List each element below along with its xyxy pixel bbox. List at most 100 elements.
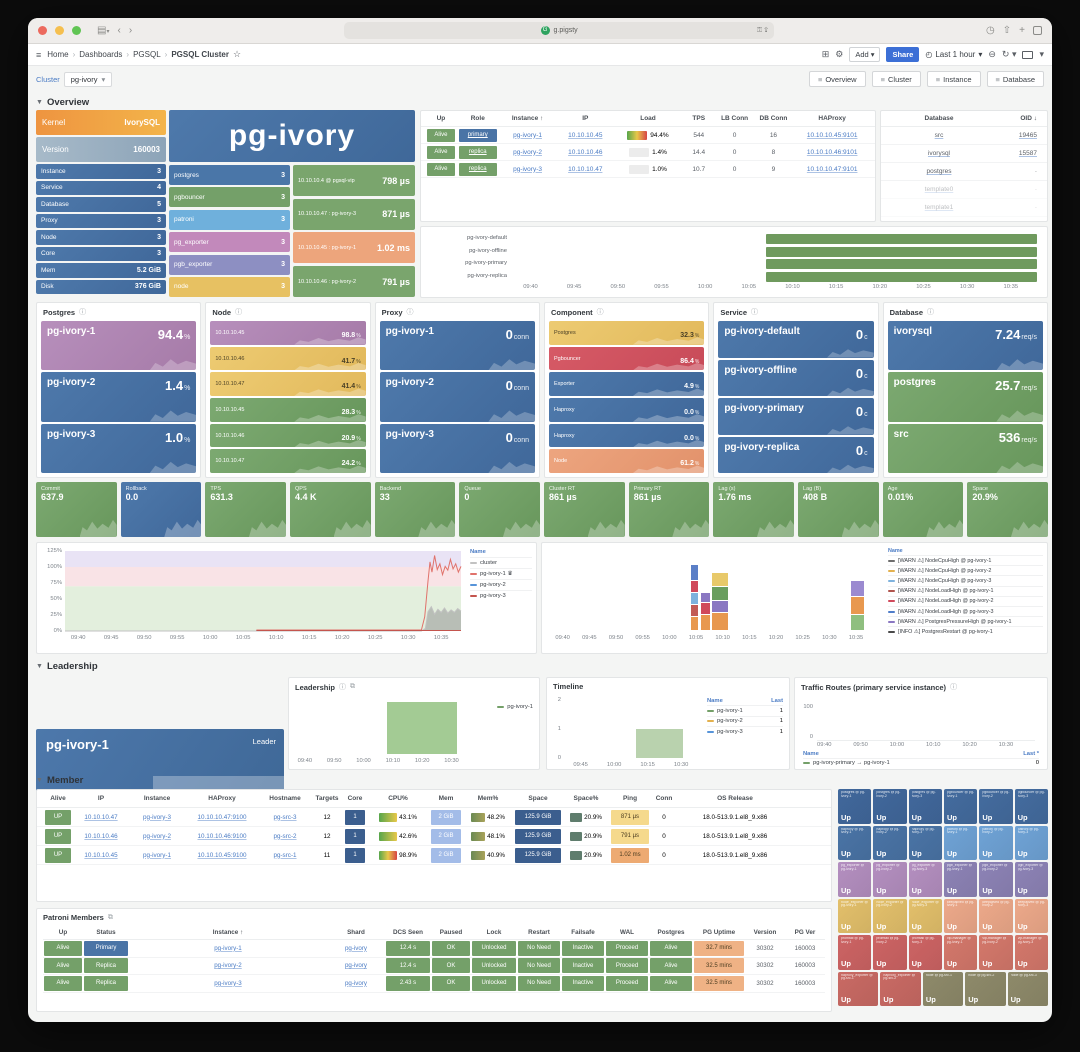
zoom-window-button[interactable] bbox=[72, 26, 81, 35]
legend-header[interactable]: Name bbox=[888, 548, 903, 554]
stat-tile-clusterrt[interactable]: Cluster RT 861 µs bbox=[544, 482, 625, 537]
haproxy-link[interactable]: 10.10.10.45:9100 bbox=[197, 851, 247, 859]
legend-item[interactable]: pg-ivory-1 ♛ bbox=[470, 568, 532, 579]
breadcrumb-home[interactable]: Home bbox=[47, 50, 69, 59]
stat-tile-commit[interactable]: Commit 637.9 bbox=[36, 482, 117, 537]
table-row[interactable]: Alive primary pg-ivory-1 10.10.10.45 94.4% 54… bbox=[421, 127, 875, 144]
column-header[interactable]: Mem bbox=[438, 795, 454, 802]
legend-item[interactable]: [INFO ⚠] PostgresRestart @ pg-ivory-1 bbox=[888, 626, 1043, 636]
cluster-name-tile[interactable]: pg-ivory bbox=[169, 110, 415, 162]
column-header[interactable]: Ping bbox=[622, 795, 638, 802]
column-header[interactable]: Paused bbox=[439, 929, 463, 936]
legend-item[interactable]: pg-ivory-2 1 bbox=[707, 715, 783, 727]
external-link-icon[interactable]: ⧉ bbox=[350, 683, 356, 690]
alert-bar-segment[interactable] bbox=[712, 613, 728, 630]
alert-bar-segment[interactable] bbox=[690, 565, 698, 580]
up-tile[interactable]: postgres @ pg-ivory-2 Up bbox=[873, 789, 906, 824]
metric-tile-10101046[interactable]: 10.10.10.46 20.9% bbox=[210, 423, 366, 448]
up-tile[interactable]: keepalived @ pg-ivory-3 Up bbox=[1015, 899, 1048, 934]
legend-item[interactable]: cluster bbox=[470, 557, 532, 568]
up-tile[interactable]: node @ pg-src-1 Up bbox=[923, 972, 963, 1007]
patroni-cell[interactable]: pg-ivory-3 bbox=[214, 979, 242, 987]
metric-tile-10101047[interactable]: 10.10.10.47 24.2% bbox=[210, 449, 366, 474]
up-tile[interactable]: patroni @ pg-ivory-2 Up bbox=[979, 826, 1012, 861]
column-header[interactable]: WAL bbox=[620, 929, 634, 936]
tab-overview-icon[interactable] bbox=[1033, 26, 1042, 35]
stat-tile-lagb[interactable]: Lag (B) 408 B bbox=[798, 482, 879, 537]
alert-bar-segment[interactable] bbox=[712, 587, 728, 600]
up-tile[interactable]: node_exporter @ pg-ivory-2 Up bbox=[873, 899, 906, 934]
component-count-postgres[interactable]: postgres 3 bbox=[169, 165, 290, 185]
up-tile[interactable]: pgbouncer @ pg-ivory-3 Up bbox=[1015, 789, 1048, 824]
downloads-icon[interactable]: ◷ bbox=[986, 24, 995, 36]
column-header[interactable]: OS Release bbox=[717, 795, 753, 802]
legend-item[interactable]: [WARN ⚠] PostgresPressureHigh @ pg-ivory… bbox=[888, 616, 1043, 626]
up-tile[interactable]: pgb_exporter @ pg-ivory-1 Up bbox=[944, 862, 977, 897]
component-count-pgbouncer[interactable]: pgbouncer 3 bbox=[169, 187, 290, 208]
table-row[interactable]: Alive Primary pg-ivory-1 pg-ivory 12.4 s OK Un… bbox=[43, 940, 825, 958]
ip-link[interactable]: 10.10.10.47 bbox=[568, 165, 603, 173]
tv-mode-icon[interactable] bbox=[1022, 50, 1034, 59]
metric-tile-10101045[interactable]: 10.10.10.45 98.8% bbox=[210, 321, 366, 345]
overview-stat-service[interactable]: Service 4 bbox=[36, 180, 166, 195]
up-tile[interactable]: pgb_exporter @ pg-ivory-2 Up bbox=[979, 862, 1012, 897]
overview-stat-core[interactable]: Core 3 bbox=[36, 246, 166, 261]
table-row[interactable]: postgres · bbox=[881, 163, 1047, 181]
metric-tile-pg-ivory-primary[interactable]: pg-ivory-primary 0c bbox=[718, 398, 874, 435]
share-icon[interactable]: ⇧ bbox=[1002, 24, 1012, 36]
database-link[interactable]: src bbox=[934, 132, 944, 139]
table-row[interactable]: template0 · bbox=[881, 181, 1047, 199]
patroni-cell[interactable]: pg-ivory bbox=[344, 944, 367, 952]
settings-gear-icon[interactable]: ⚙ bbox=[835, 49, 844, 59]
alert-bar-segment[interactable] bbox=[850, 597, 864, 614]
overview-stat-instance[interactable]: Instance 3 bbox=[36, 164, 166, 179]
column-header[interactable]: Version bbox=[753, 929, 777, 936]
column-header[interactable]: PG Uptime bbox=[702, 929, 736, 936]
kernel-stat[interactable]: Kernel IvorySQL bbox=[36, 110, 166, 135]
up-tile[interactable]: patroni @ pg-ivory-1 Up bbox=[944, 826, 977, 861]
metric-tile-Haproxy[interactable]: Haproxy 0.0% bbox=[548, 398, 705, 422]
metric-tile-Haproxy[interactable]: Haproxy 0.0% bbox=[548, 423, 705, 448]
state-bar[interactable] bbox=[766, 271, 1037, 282]
minimize-window-button[interactable] bbox=[55, 26, 64, 35]
up-tile[interactable]: pg_exporter @ pg-ivory-1 Up bbox=[838, 862, 871, 897]
breadcrumb-dashboards[interactable]: Dashboards bbox=[79, 50, 123, 59]
overview-stat-database[interactable]: Database 5 bbox=[36, 197, 166, 212]
metric-tile-10101047[interactable]: 10.10.10.47 41.4% bbox=[210, 372, 366, 397]
column-header[interactable]: Core bbox=[347, 795, 363, 802]
ping-tile[interactable]: 10.10.10.47 : pg-ivory-3 871 µs bbox=[293, 198, 415, 230]
alert-bar-segment[interactable] bbox=[690, 593, 698, 604]
alert-bar-segment[interactable] bbox=[701, 603, 710, 614]
legend-header-last[interactable]: Last bbox=[771, 698, 783, 704]
legend-item[interactable]: pg-ivory-3 1 bbox=[707, 726, 783, 737]
metric-tile-src[interactable]: src 536req/s bbox=[887, 423, 1043, 473]
zoom-out-icon[interactable]: ⊖ bbox=[988, 49, 996, 59]
column-header[interactable]: HAProxy bbox=[208, 795, 236, 802]
legend-item[interactable]: pg-ivory-primary → pg-ivory-1 0 bbox=[803, 760, 1039, 766]
stat-tile-qps[interactable]: QPS 4.4 K bbox=[290, 482, 371, 537]
up-tile[interactable]: haproxy @ pg-ivory-3 Up bbox=[909, 826, 942, 861]
up-tile[interactable]: postgres @ pg-ivory-1 Up bbox=[838, 789, 871, 824]
column-header[interactable]: Mem% bbox=[477, 795, 499, 802]
column-header[interactable]: DCS Seen bbox=[392, 929, 424, 936]
up-tile[interactable]: promtail @ pg-ivory-1 Up bbox=[838, 935, 871, 970]
up-tile[interactable]: promtail @ pg-ivory-2 Up bbox=[873, 935, 906, 970]
timeline-block[interactable] bbox=[636, 729, 684, 758]
table-row[interactable]: src 19465 bbox=[881, 127, 1047, 145]
metric-tile-pg-ivory-1[interactable]: pg-ivory-1 94.4% bbox=[41, 321, 197, 371]
instance-link[interactable]: pg-ivory-3 bbox=[143, 813, 171, 821]
column-header[interactable]: Alive bbox=[50, 795, 66, 802]
metric-tile-pg-ivory-1[interactable]: pg-ivory-1 0conn bbox=[379, 321, 535, 371]
metric-tile-10101046[interactable]: 10.10.10.46 41.7% bbox=[210, 346, 366, 371]
database-link[interactable]: template0 bbox=[924, 186, 954, 193]
instance-link[interactable]: pg-ivory-3 bbox=[513, 165, 542, 173]
ip-link[interactable]: 10.10.10.46 bbox=[84, 832, 118, 840]
column-header[interactable]: Restart bbox=[528, 929, 550, 936]
stat-tile-primaryrt[interactable]: Primary RT 861 µs bbox=[628, 482, 710, 537]
legend-item[interactable]: [WARN ⚠] NodeCpuHigh @ pg-ivory-1 bbox=[888, 555, 1043, 565]
instance-link[interactable]: pg-ivory-1 bbox=[513, 131, 542, 139]
stat-tile-rollback[interactable]: Rollback 0.0 bbox=[120, 482, 202, 537]
sidebar-toggle-icon[interactable]: ▤▾ bbox=[97, 24, 110, 36]
legend-item[interactable]: pg-ivory-3 bbox=[470, 590, 532, 601]
column-header[interactable]: Conn bbox=[655, 795, 673, 802]
